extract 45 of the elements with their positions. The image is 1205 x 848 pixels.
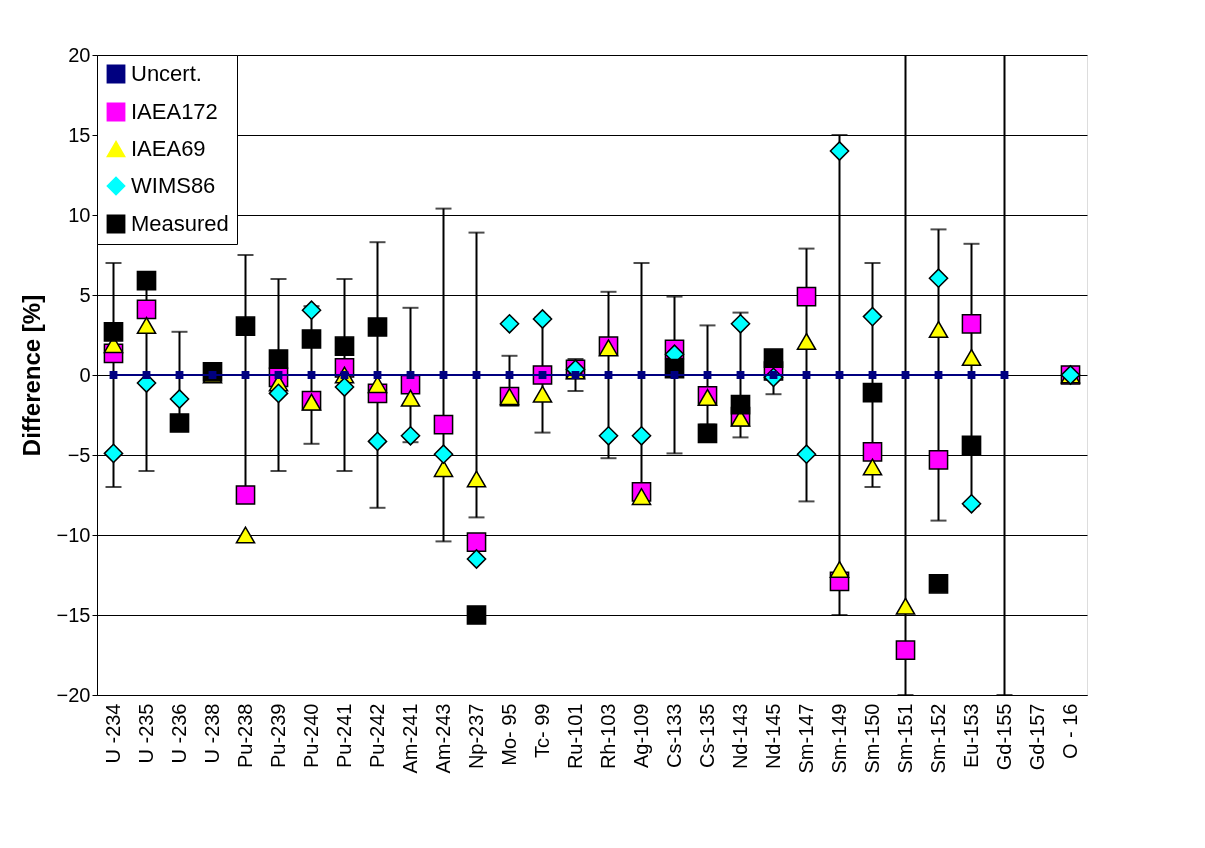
y-tick-label: −15 (56, 603, 91, 626)
legend-label: Uncert. (131, 61, 202, 86)
legend-label: IAEA69 (131, 136, 206, 161)
x-tick-label: Nd-143 (728, 703, 751, 770)
legend-label: WIMS86 (131, 173, 216, 198)
x-tick-label: U -236 (167, 703, 190, 764)
y-tick-label: −10 (56, 523, 91, 546)
x-tick-label: O - 16 (1058, 703, 1081, 760)
x-tick-label: Sm-152 (926, 703, 949, 774)
x-tick-label: Am-243 (431, 703, 454, 774)
y-tick-label: −5 (67, 443, 91, 466)
y-tick-label: 5 (79, 283, 91, 306)
x-tick-label: Mo- 95 (497, 703, 520, 766)
x-tick-label: Gd-155 (992, 703, 1015, 771)
x-tick-label: Cs-133 (662, 703, 685, 768)
x-tick-label: U -235 (134, 703, 157, 764)
x-tick-label: Pu-240 (299, 703, 322, 768)
x-tick-label: U -238 (200, 703, 223, 764)
x-tick-label: Ag-109 (629, 703, 652, 768)
x-tick-label: Pu-241 (332, 703, 355, 768)
x-tick-label: Tc- 99 (530, 703, 553, 758)
x-tick-label: Np-237 (464, 703, 487, 770)
x-tick-label: Eu-153 (959, 703, 982, 768)
x-tick-label: Rh-103 (596, 703, 619, 770)
x-tick-label: Ru-101 (563, 703, 586, 770)
legend-label: Measured (131, 211, 229, 236)
legend-label: IAEA172 (131, 99, 218, 124)
x-tick-label: U -234 (101, 703, 124, 764)
x-tick-label: Sm-147 (794, 703, 817, 774)
y-tick-label: 20 (68, 43, 91, 66)
x-tick-label: Cs-135 (695, 703, 718, 768)
x-tick-label: Pu-239 (266, 703, 289, 768)
x-tick-label: Pu-238 (233, 703, 256, 768)
x-tick-label: Sm-149 (827, 703, 850, 774)
x-tick-label: Gd-157 (1025, 703, 1048, 771)
y-tick-label: 10 (68, 203, 91, 226)
y-tick-label: 15 (68, 123, 91, 146)
x-tick-label: Am-241 (398, 703, 421, 774)
x-tick-label: Sm-151 (893, 703, 916, 774)
x-tick-label: Nd-145 (761, 703, 784, 770)
y-tick-label: 0 (79, 363, 91, 386)
y-tick-label: −20 (56, 683, 91, 706)
x-tick-label: Sm-150 (860, 703, 883, 774)
y-axis-title: Difference [%] (17, 294, 45, 457)
x-tick-label: Pu-242 (365, 703, 388, 768)
